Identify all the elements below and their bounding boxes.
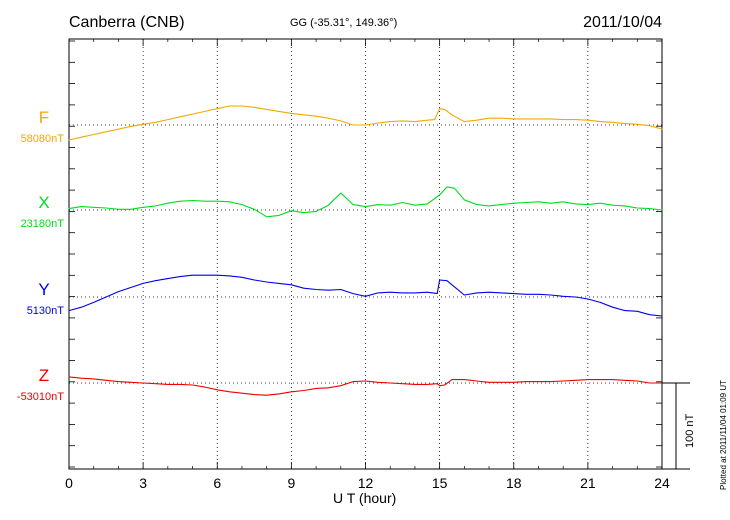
x-tick-label: 18 [506,475,522,491]
scale-bar-label: 100 nT [684,413,696,448]
series-line-x [68,186,663,218]
x-tick-label: 0 [65,475,73,491]
x-tick-label: 15 [432,475,448,491]
station-coordinates: GG (-35.31°, 149.36°) [290,17,398,29]
x-tick-label: 24 [654,475,670,491]
series-baseline-value-f: 58080nT [21,133,65,145]
x-tick-label: 9 [287,475,295,491]
chart-date: 2011/10/04 [583,14,662,31]
station-title: Canberra (CNB) [69,14,185,31]
x-tick-label: 6 [213,475,221,491]
series-line-z [68,376,663,396]
series-label-x: X [38,193,49,212]
x-axis-label: U T (hour) [333,490,397,506]
series-label-z: Z [39,366,49,385]
series-label-y: Y [38,280,49,299]
series-line-y [68,274,663,317]
series-line-f [68,105,663,141]
x-tick-label: 3 [139,475,147,491]
series-baseline-value-z: -53010nT [17,391,64,403]
x-tick-label: 12 [358,475,374,491]
series-baseline-value-y: 5130nT [27,305,65,317]
x-tick-label: 21 [580,475,596,491]
series-label-f: F [39,108,49,127]
plotted-timestamp: Plotted at 2011/11/04 01:09 UT [719,379,728,490]
series-baseline-value-x: 23180nT [21,218,65,230]
